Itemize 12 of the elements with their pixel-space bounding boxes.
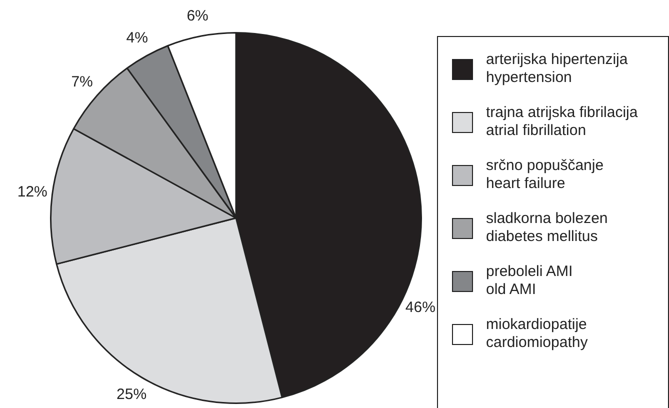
data-label: 7% (71, 73, 93, 90)
legend-label: arterijska hipertenzija hypertension (486, 51, 628, 87)
legend-label: srčno popuščanje heart failure (486, 157, 604, 193)
data-label: 6% (186, 8, 208, 25)
data-label: 46% (405, 299, 436, 316)
legend-label: sladkorna bolezen diabetes mellitus (486, 210, 608, 246)
data-label: 4% (126, 29, 148, 46)
data-label: 25% (116, 386, 147, 403)
legend-label: miokardiopatije cardiomiopathy (486, 316, 588, 352)
legend-label: preboleli AMI old AMI (486, 263, 573, 299)
legend-label: trajna atrijska fibrilacija atrial fibrillation (486, 104, 638, 140)
data-label: 12% (17, 183, 48, 200)
